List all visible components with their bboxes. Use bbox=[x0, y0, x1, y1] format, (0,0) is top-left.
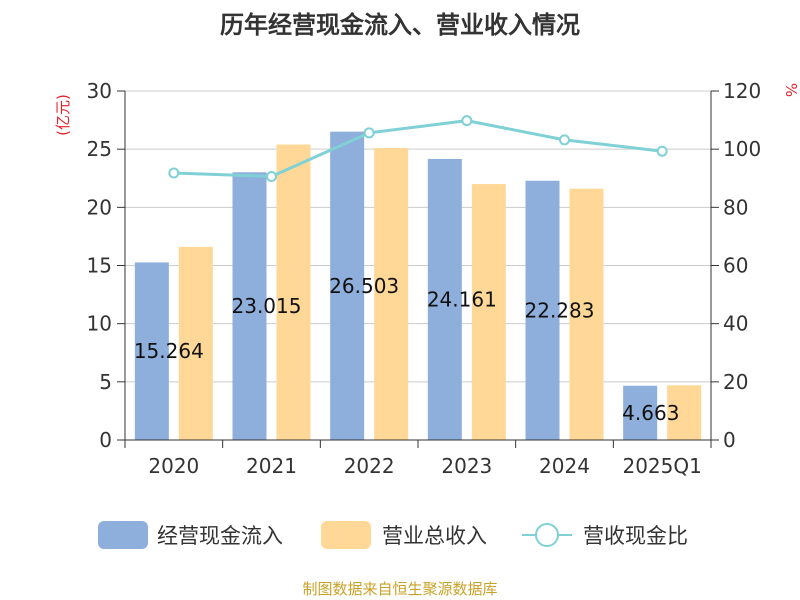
legend-label-revenue: 营业总收入 bbox=[382, 524, 487, 548]
legend-label-ratio: 营收现金比 bbox=[583, 524, 688, 548]
bar-cash-inflow bbox=[623, 385, 658, 440]
data-label-cash-inflow: 15.264 bbox=[134, 339, 204, 363]
point-ratio bbox=[461, 115, 473, 127]
left-axis-tick-label: 25 bbox=[87, 137, 112, 161]
data-label-cash-inflow: 26.503 bbox=[329, 274, 399, 298]
legend: 经营现金流入 营业总收入 营收现金比 bbox=[98, 521, 688, 549]
bar-revenue bbox=[178, 246, 213, 440]
legend-swatch-cash-inflow bbox=[98, 521, 148, 549]
right-axis-tick-label: 100 bbox=[723, 137, 761, 161]
point-ratio bbox=[559, 134, 570, 146]
bar-cash-inflow bbox=[330, 131, 365, 440]
right-axis-tick-label: 40 bbox=[723, 312, 748, 336]
point-ratio bbox=[266, 171, 277, 183]
data-labels: 15.264 23.015 26.503 24.161 22.283 4.663 bbox=[134, 274, 680, 425]
line-series bbox=[168, 115, 668, 183]
point-ratio bbox=[363, 127, 375, 139]
point-ratio bbox=[168, 167, 180, 179]
bar-cash-inflow bbox=[427, 158, 462, 440]
bar-series bbox=[134, 131, 702, 441]
data-label-cash-inflow: 22.283 bbox=[525, 298, 595, 322]
legend-label-cash-inflow: 经营现金流入 bbox=[157, 524, 283, 548]
left-axis-tick-label: 10 bbox=[87, 312, 112, 336]
point-ratio bbox=[656, 145, 668, 157]
x-axis-tick-label: 2022 bbox=[344, 454, 395, 478]
chart-title: 历年经营现金流入、营业收入情况 bbox=[220, 11, 580, 39]
x-axis-tick-label: 2020 bbox=[148, 454, 199, 478]
bar-revenue bbox=[471, 184, 506, 440]
source-note: 制图数据来自恒生聚源数据库 bbox=[302, 580, 497, 598]
right-axis-tick-label: 60 bbox=[723, 254, 748, 278]
left-axis-tick-label: 20 bbox=[87, 195, 112, 219]
data-label-cash-inflow: 4.663 bbox=[622, 401, 679, 425]
bar-cash-inflow bbox=[134, 262, 169, 440]
legend-marker-ratio bbox=[535, 523, 559, 547]
x-axis-tick-label: 2023 bbox=[441, 454, 492, 478]
data-label-cash-inflow: 24.161 bbox=[427, 287, 497, 311]
right-axis-unit: % bbox=[782, 83, 800, 97]
x-axis-tick-label: 2025Q1 bbox=[622, 454, 701, 478]
left-axis-tick-label: 15 bbox=[87, 254, 112, 278]
grid-lines bbox=[125, 90, 711, 383]
x-axis-tick-label: 2024 bbox=[539, 454, 590, 478]
left-axis-unit: (亿元) bbox=[54, 94, 72, 136]
bar-cash-inflow bbox=[232, 172, 267, 440]
bar-revenue bbox=[667, 385, 702, 440]
bar-revenue bbox=[374, 148, 409, 440]
data-label-cash-inflow: 23.015 bbox=[232, 294, 302, 318]
bar-revenue bbox=[276, 144, 311, 440]
right-axis-tick-label: 20 bbox=[723, 370, 748, 394]
left-axis-tick-label: 5 bbox=[99, 370, 112, 394]
right-axis-tick-label: 120 bbox=[723, 79, 761, 103]
bar-revenue bbox=[569, 188, 604, 440]
left-axis-tick-label: 30 bbox=[87, 79, 112, 103]
line-ratio bbox=[173, 119, 663, 179]
x-axis-tick-label: 2021 bbox=[246, 454, 297, 478]
legend-swatch-revenue bbox=[321, 521, 371, 549]
bar-cash-inflow bbox=[525, 180, 560, 441]
right-axis-tick-label: 80 bbox=[723, 195, 748, 219]
right-axis-tick-label: 0 bbox=[723, 428, 736, 452]
axes: 0 5 10 15 20 25 30 0 20 40 60 80 100 120 2020 2021 2022 2… bbox=[87, 79, 762, 478]
left-axis-tick-label: 0 bbox=[99, 428, 112, 452]
